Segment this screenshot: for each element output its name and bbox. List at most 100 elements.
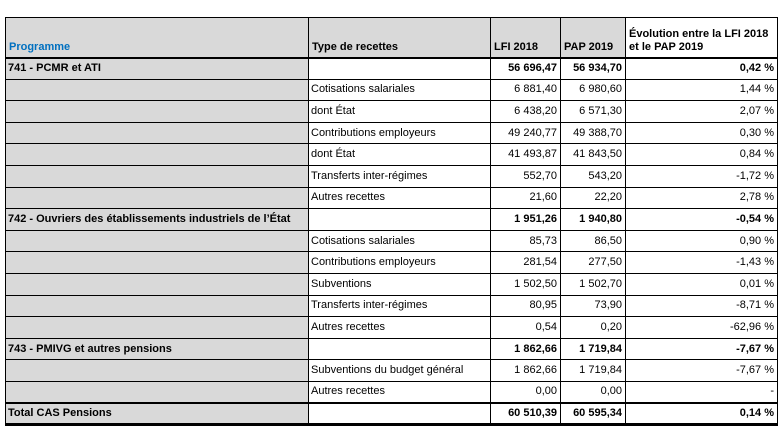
evolution-cell: -62,96 % [625,316,778,339]
type-cell: Contributions employeurs [308,251,491,274]
pap-2019-cell: 60 595,34 [560,402,626,427]
header-row: Programme Type de recettes LFI 2018 PAP … [5,17,778,59]
programme-label: 741 - PCMR et ATI [8,62,101,75]
table-row: Cotisations salariales 85,73 86,50 0,90 … [5,229,778,253]
table-row: Autres recettes 0,54 0,20 -62,96 % [5,316,778,339]
type-cell: Cotisations salariales [308,229,491,253]
lfi-2018-cell: 1 502,50 [490,272,561,296]
column-header-pap-2019: PAP 2019 [560,17,626,59]
table-row: Transferts inter-régimes 80,95 73,90 -8,… [5,294,778,318]
evolution-cell: -8,71 % [625,294,778,318]
type-label: Subventions [311,277,372,290]
table-row-total-cas-pensions: Total CAS Pensions 60 510,39 60 595,34 0… [5,402,778,427]
type-label: Autres recettes [311,385,385,398]
type-cell: Autres recettes [308,186,491,210]
programme-cell [5,78,309,102]
evolution-cell: 0,14 % [625,402,778,427]
type-cell: Subventions [308,272,491,296]
pap-2019-cell: 41 843,50 [560,143,626,166]
programme-cell [5,359,309,382]
programme-cell [5,100,309,123]
evolution-cell: 0,30 % [625,121,778,145]
lfi-2018-cell: 49 240,77 [490,121,561,145]
type-label: Autres recettes [311,320,385,333]
lfi-2018-cell: 56 696,47 [490,57,561,80]
type-cell: dont État [308,100,491,123]
table-row-programme-742: 742 - Ouvriers des établissements indust… [5,208,778,231]
evolution-cell: -7,67 % [625,359,778,382]
evolution-cell: 0,84 % [625,143,778,166]
type-cell [308,208,491,231]
type-cell: Contributions employeurs [308,121,491,145]
pap-2019-cell: 1 502,70 [560,272,626,296]
type-label: Subventions du budget général [311,364,464,377]
table-row: Contributions employeurs 281,54 277,50 -… [5,251,778,274]
type-cell: Transferts inter-régimes [308,294,491,318]
programme-cell [5,143,309,166]
programme-cell [5,294,309,318]
type-label: dont État [311,148,356,161]
type-label: Cotisations salariales [311,234,415,247]
column-header-type-label: Type de recettes [312,40,399,53]
evolution-cell: - [625,380,778,404]
type-cell [308,337,491,361]
type-cell: Transferts inter-régimes [308,164,491,188]
programme-cell [5,121,309,145]
pap-2019-cell: 1 719,84 [560,359,626,382]
lfi-2018-cell: 21,60 [490,186,561,210]
type-label: Transferts inter-régimes [311,169,428,182]
lfi-2018-cell: 6 881,40 [490,78,561,102]
pap-2019-cell: 0,20 [560,316,626,339]
column-header-programme: Programme [5,17,309,59]
type-label: Cotisations salariales [311,83,415,96]
lfi-2018-cell: 60 510,39 [490,402,561,427]
pap-2019-cell: 1 719,84 [560,337,626,361]
evolution-cell: -1,72 % [625,164,778,188]
type-cell: Cotisations salariales [308,78,491,102]
type-cell: Autres recettes [308,380,491,404]
lfi-2018-cell: 41 493,87 [490,143,561,166]
type-label: Autres recettes [311,191,385,204]
evolution-cell: 0,01 % [625,272,778,296]
evolution-cell: 2,07 % [625,100,778,123]
pap-2019-cell: 277,50 [560,251,626,274]
programme-cell [5,186,309,210]
lfi-2018-cell: 6 438,20 [490,100,561,123]
evolution-cell: -1,43 % [625,251,778,274]
programme-cell [5,316,309,339]
programme-cell: Total CAS Pensions [5,402,309,427]
column-header-evolution: Évolution entre la LFI 2018 et le PAP 20… [625,17,778,59]
pap-2019-cell: 22,20 [560,186,626,210]
pap-2019-cell: 0,00 [560,380,626,404]
evolution-cell: -7,67 % [625,337,778,361]
type-cell: Subventions du budget général [308,359,491,382]
type-label: Contributions employeurs [311,256,436,269]
table-row: Autres recettes 21,60 22,20 2,78 % [5,186,778,210]
pap-2019-cell: 56 934,70 [560,57,626,80]
pap-2019-cell: 86,50 [560,229,626,253]
table-row: Subventions du budget général 1 862,66 1… [5,359,778,382]
column-header-programme-label: Programme [9,40,71,53]
pap-2019-cell: 1 940,80 [560,208,626,231]
type-cell [308,57,491,80]
table-row: Subventions 1 502,50 1 502,70 0,01 % [5,272,778,296]
pap-2019-cell: 73,90 [560,294,626,318]
table-row: Transferts inter-régimes 552,70 543,20 -… [5,164,778,188]
cas-pensions-recettes-table: Programme Type de recettes LFI 2018 PAP … [5,17,778,427]
type-cell: dont État [308,143,491,166]
evolution-cell: 0,42 % [625,57,778,80]
evolution-cell: 2,78 % [625,186,778,210]
programme-cell [5,229,309,253]
programme-cell: 741 - PCMR et ATI [5,57,309,80]
evolution-cell: -0,54 % [625,208,778,231]
type-cell [308,402,491,427]
lfi-2018-cell: 552,70 [490,164,561,188]
programme-label: Total CAS Pensions [8,407,112,420]
lfi-2018-cell: 85,73 [490,229,561,253]
lfi-2018-cell: 1 862,66 [490,359,561,382]
lfi-2018-cell: 281,54 [490,251,561,274]
programme-cell: 743 - PMIVG et autres pensions [5,337,309,361]
table-row: Autres recettes 0,00 0,00 - [5,380,778,404]
pap-2019-cell: 6 980,60 [560,78,626,102]
